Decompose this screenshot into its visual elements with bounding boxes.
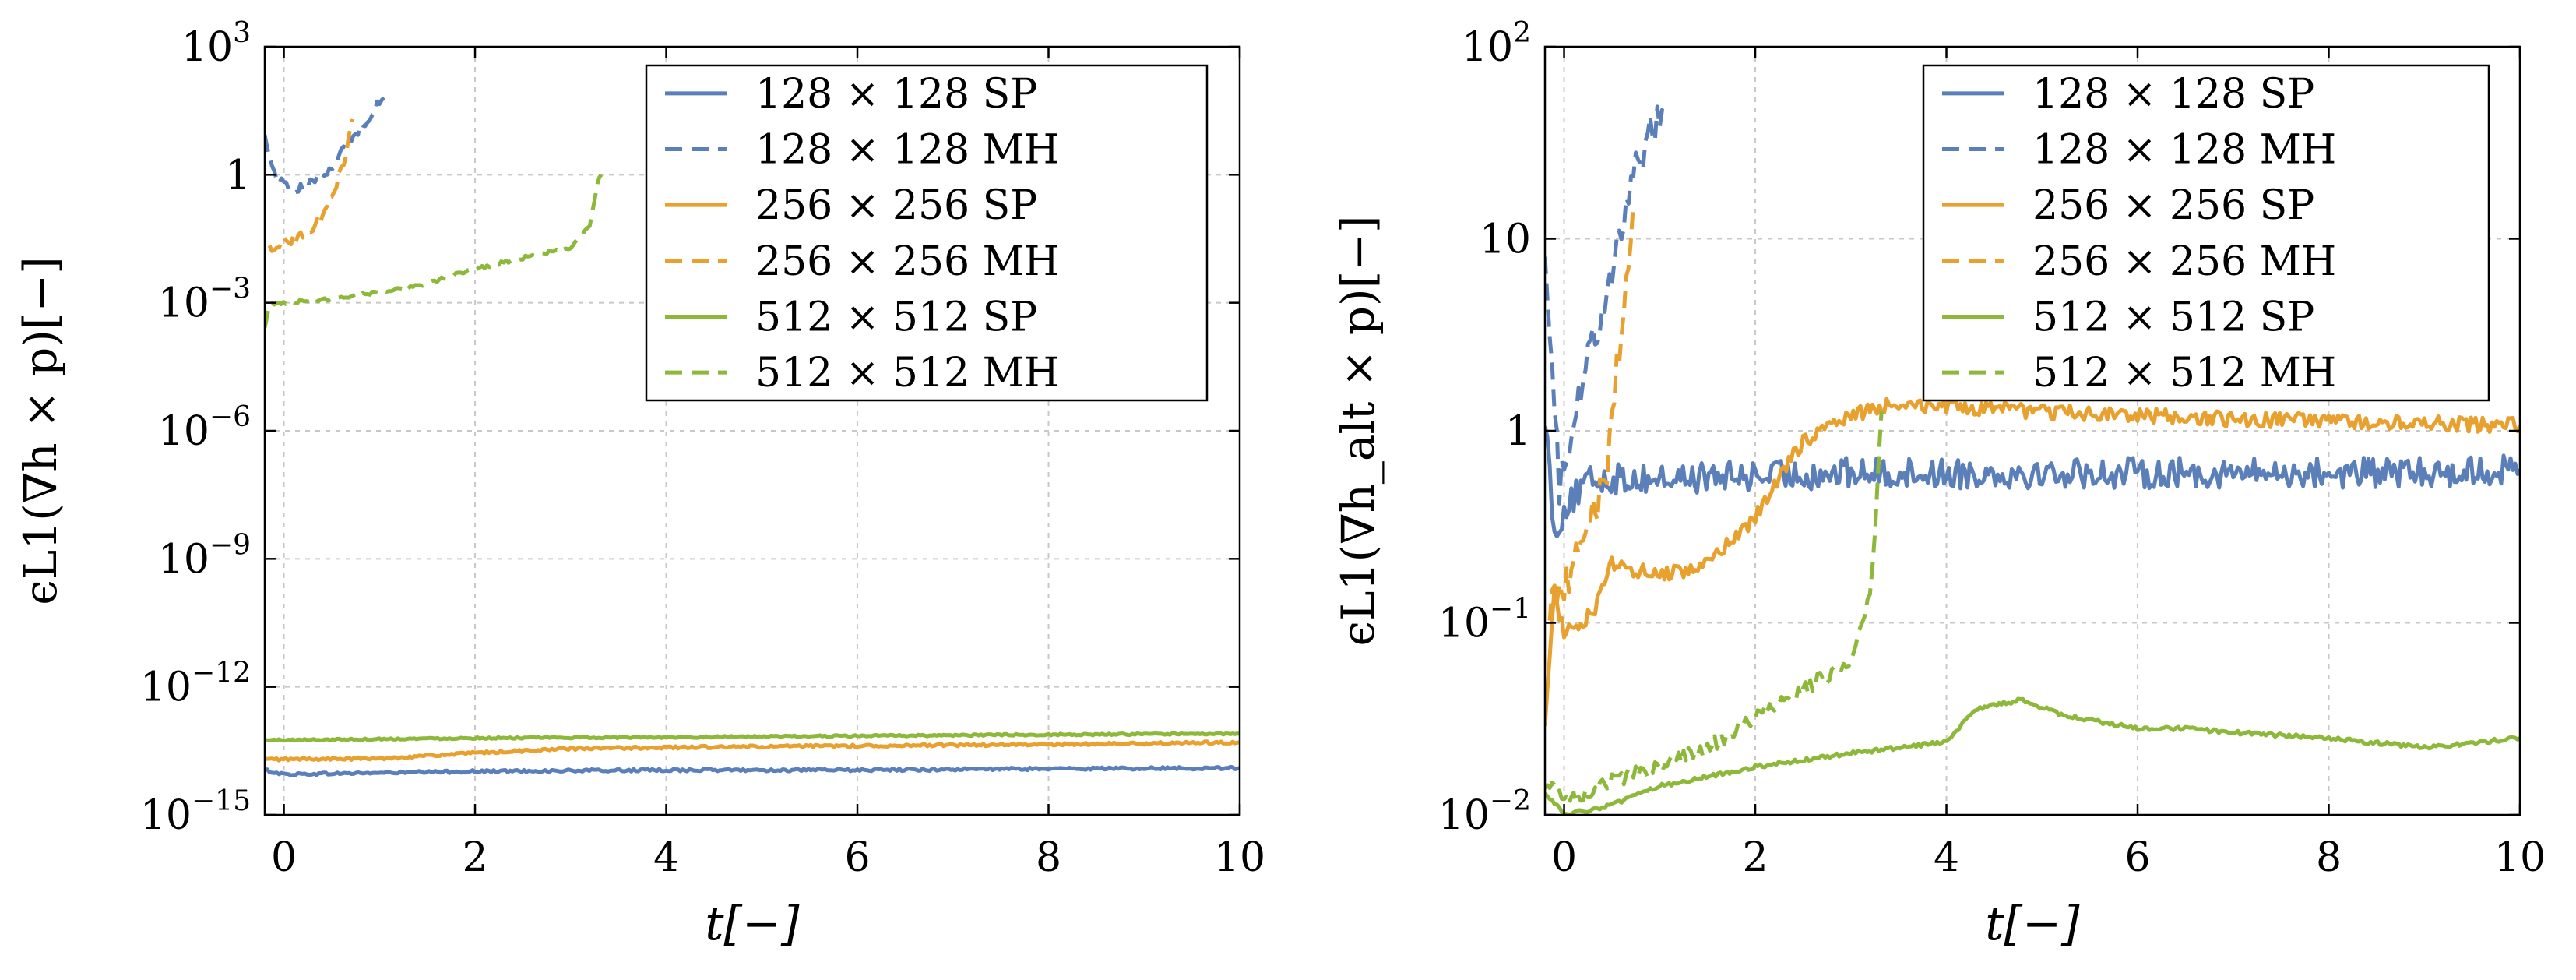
y-tick-label: 10−15: [140, 785, 251, 839]
y-tick-label: 1: [225, 152, 251, 199]
legend-box: [1922, 64, 2490, 402]
x-tick-label: 6: [2124, 834, 2150, 881]
series-line-2: [1545, 104, 1666, 506]
legend-label: 128 × 128 MH: [755, 127, 1059, 174]
legend-label: 512 × 512 MH: [2032, 350, 2336, 397]
y-tick-label: 102: [1462, 17, 1531, 71]
left-chart-panel: 0 2 4 6 8 10 10−15 10−12 10−9 10−6 10−3 1 103 t[−] ϵL1…: [14, 17, 1265, 951]
x-tick-label: 10: [2494, 834, 2546, 881]
x-tick-label: 4: [653, 834, 679, 881]
legend-label: 512 × 512 SP: [755, 294, 1037, 341]
x-tick-label: 8: [2316, 834, 2342, 881]
legend-label: 256 × 256 SP: [755, 182, 1037, 229]
legend-label: 512 × 512 MH: [755, 350, 1059, 397]
series-line-4: [267, 118, 355, 253]
x-tick-label: 6: [844, 834, 870, 881]
legend: 128 × 128 SP 128 × 128 MH 256 × 256 SP 256 …: [645, 64, 1209, 402]
legend-label: 256 × 256 SP: [2032, 182, 2314, 229]
series-line-3: [265, 739, 1240, 763]
series-line-3: [1545, 397, 2520, 726]
series-line-4: [1547, 210, 1635, 621]
series-line-6: [1545, 411, 1884, 806]
y-tick-label: 10−3: [158, 273, 251, 327]
ticks: [1545, 45, 2521, 816]
series-line-1: [265, 764, 1240, 777]
y-tick-label: 103: [181, 17, 251, 71]
series-line-5: [265, 731, 1240, 743]
x-axis-label: t[−]: [705, 897, 800, 951]
y-axis-label: ϵL1(∇h × p)[−]: [14, 256, 67, 605]
y-tick-label: 10: [1480, 217, 1531, 263]
series-group: [265, 96, 1240, 777]
ticks: [265, 45, 1241, 816]
x-tick-label: 4: [1934, 834, 1959, 881]
y-tick-label: 10−6: [158, 401, 251, 455]
legend-label: 128 × 128 SP: [755, 71, 1037, 118]
series-line-1: [1545, 425, 2520, 538]
x-axis-label: t[−]: [1985, 897, 2080, 951]
y-tick-label: 10−9: [158, 529, 251, 583]
y-tick-label: 1: [1505, 408, 1531, 455]
x-tick-label: 10: [1214, 834, 1265, 881]
series-group: [1545, 104, 2520, 815]
legend-label: 128 × 128 SP: [2032, 71, 2314, 118]
legend-label: 256 × 256 MH: [755, 238, 1059, 285]
y-tick-label: 10−2: [1438, 785, 1531, 839]
series-line-6: [265, 173, 604, 329]
x-tick-label: 8: [1036, 834, 1061, 881]
y-tick-label: 10−1: [1438, 594, 1531, 647]
x-tick-label: 0: [1551, 834, 1577, 881]
x-tick-label: 2: [1742, 834, 1768, 881]
legend-label: 128 × 128 MH: [2032, 127, 2336, 174]
legend-box: [645, 64, 1209, 402]
series-line-5: [1545, 696, 2520, 815]
legend-label: 256 × 256 MH: [2032, 238, 2336, 285]
y-axis-label: ϵL1(∇h_alt × p)[−]: [1332, 216, 1385, 647]
legend-label: 512 × 512 SP: [2032, 294, 2314, 341]
x-tick-label: 2: [462, 834, 487, 881]
x-tick-label: 0: [271, 834, 297, 881]
legend: 128 × 128 SP 128 × 128 MH 256 × 256 SP 256 …: [1922, 64, 2490, 402]
series-line-2: [265, 96, 385, 196]
y-tick-label: 10−12: [140, 657, 251, 711]
right-chart-panel: 0 2 4 6 8 10 10−2 10−1 1 10 102 t[−] ϵL1(∇h_alt × p)…: [1332, 17, 2546, 951]
